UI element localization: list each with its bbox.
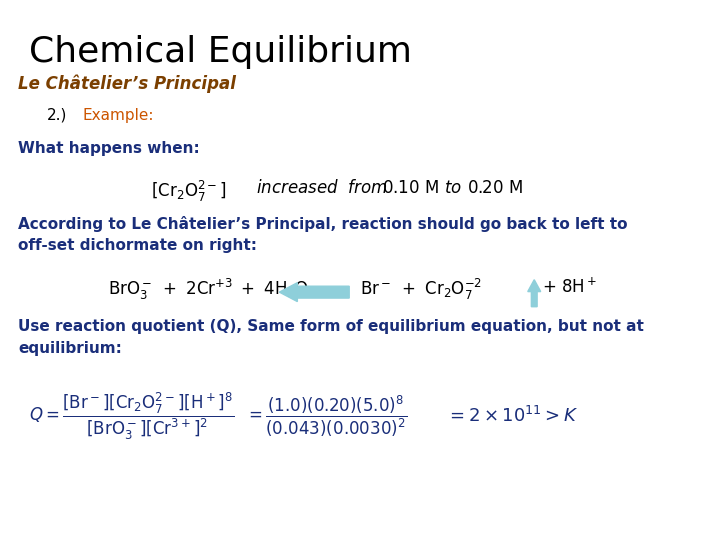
Text: What happens when:: What happens when: — [18, 141, 199, 157]
Text: $0.10\ \mathrm{M}$: $0.10\ \mathrm{M}$ — [382, 179, 438, 197]
Text: Chemical Equilibrium: Chemical Equilibrium — [29, 35, 412, 69]
Text: $= \dfrac{\mathit{(1.0)(0.20)(5.0)^8}}{\mathit{(0.043)(0.0030)^2}}$: $= \dfrac{\mathit{(1.0)(0.20)(5.0)^8}}{\… — [245, 393, 407, 438]
Text: $\mathit{increased\ \ from}$: $\mathit{increased\ \ from}$ — [256, 179, 387, 197]
FancyArrow shape — [279, 283, 349, 301]
Text: $\mathit{to}$: $\mathit{to}$ — [444, 179, 462, 197]
Text: $\mathrm{BrO_3^-\ +\ 2Cr^{+3}\ +\ 4H_2O}$: $\mathrm{BrO_3^-\ +\ 2Cr^{+3}\ +\ 4H_2O}… — [108, 277, 309, 302]
Text: $+\ 8\mathrm{H^+}$: $+\ 8\mathrm{H^+}$ — [542, 277, 598, 296]
Text: $\mathit{Q} = \dfrac{[\mathrm{Br^-}][\mathrm{Cr_2O_7^{2-}}][\mathrm{H^+}]^8}{[\m: $\mathit{Q} = \dfrac{[\mathrm{Br^-}][\ma… — [29, 390, 234, 442]
Text: Example:: Example: — [83, 108, 154, 123]
Text: equilibrium:: equilibrium: — [18, 341, 122, 356]
FancyArrow shape — [528, 280, 541, 307]
Text: off-set dichormate on right:: off-set dichormate on right: — [18, 238, 257, 253]
Text: According to Le Châtelier’s Principal, reaction should go back to left to: According to Le Châtelier’s Principal, r… — [18, 216, 628, 232]
Text: $0.20\ \mathrm{M}$: $0.20\ \mathrm{M}$ — [467, 179, 523, 197]
Text: $\mathrm{Br^-\ +\ Cr_2O_7^{-2}}$: $\mathrm{Br^-\ +\ Cr_2O_7^{-2}}$ — [360, 277, 482, 302]
Text: $= 2\times10^{11} > K$: $= 2\times10^{11} > K$ — [446, 406, 579, 426]
Text: Use reaction quotient (Q), Same form of equilibrium equation, but not at: Use reaction quotient (Q), Same form of … — [18, 319, 644, 334]
Text: $[\mathrm{Cr_2O_7^{2-}}]$: $[\mathrm{Cr_2O_7^{2-}}]$ — [151, 179, 227, 204]
Text: Le Châtelier’s Principal: Le Châtelier’s Principal — [18, 75, 236, 93]
Text: 2.): 2.) — [47, 108, 67, 123]
